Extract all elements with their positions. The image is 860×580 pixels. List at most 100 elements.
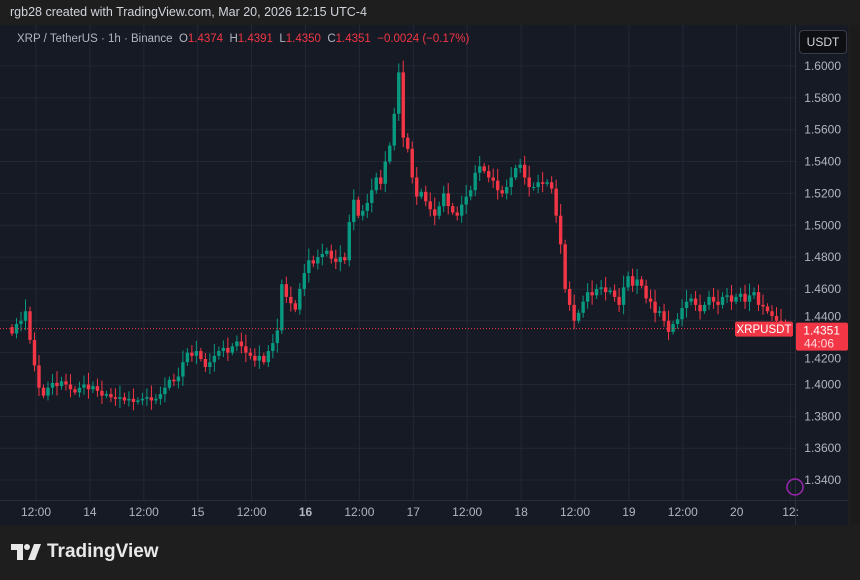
- candle-up: [325, 250, 329, 254]
- candle-up: [302, 273, 307, 289]
- x-tick-label: 12:00: [129, 505, 159, 519]
- candle-up: [374, 177, 378, 191]
- candle-down: [203, 359, 208, 367]
- x-tick-label: 17: [407, 505, 421, 519]
- candle-down: [334, 258, 338, 262]
- candle-up: [469, 190, 473, 197]
- candle-down: [415, 177, 419, 197]
- candle-down: [491, 177, 495, 181]
- candle-down: [455, 212, 459, 216]
- candle-up: [280, 284, 284, 331]
- candle-up: [608, 290, 612, 293]
- candle-down: [774, 316, 779, 321]
- candle-up: [347, 222, 351, 261]
- candle-up: [725, 295, 729, 297]
- candle-up: [702, 304, 707, 312]
- candle-up: [684, 301, 689, 309]
- candle-down: [451, 206, 455, 213]
- candle-up: [370, 190, 374, 203]
- x-tick-label: 15: [191, 505, 205, 519]
- candle-down: [540, 182, 545, 184]
- candle-up: [136, 400, 140, 403]
- candle-down: [662, 311, 666, 321]
- candle-down: [648, 298, 653, 302]
- x-tick-label: 12:00: [21, 505, 51, 519]
- candle-down: [248, 352, 253, 356]
- candle-up: [158, 394, 163, 399]
- candle-up: [307, 260, 311, 274]
- candle-down: [64, 381, 68, 385]
- candle-up: [365, 202, 369, 211]
- high-label: H: [229, 33, 238, 45]
- candle-up: [320, 253, 325, 258]
- chart-panel[interactable]: [0, 25, 848, 525]
- candle-up: [275, 330, 280, 344]
- candle-up: [464, 196, 468, 205]
- candle-up: [635, 279, 639, 286]
- y-tick-label: 1.3600: [804, 441, 841, 455]
- candle-up: [338, 257, 342, 262]
- candles: [10, 60, 792, 411]
- candle-up: [176, 376, 181, 382]
- candle-up: [437, 206, 441, 216]
- candle-down: [68, 384, 73, 390]
- candle-up: [392, 113, 396, 146]
- candle-up: [266, 351, 271, 363]
- candle-down: [86, 384, 91, 390]
- candle-up: [581, 301, 585, 313]
- candle-up: [383, 161, 387, 184]
- candle-down: [617, 296, 621, 305]
- price-tag-value: 1.4351: [803, 324, 840, 338]
- candle-down: [55, 382, 59, 387]
- candle-up: [91, 386, 95, 390]
- candle-down: [73, 389, 77, 393]
- y-tick-label: 1.4200: [804, 352, 841, 366]
- candle-up: [316, 257, 320, 264]
- candle-up: [536, 182, 540, 188]
- candle-down: [644, 285, 648, 299]
- candle-up: [707, 296, 711, 305]
- candle-up: [230, 346, 235, 353]
- candle-down: [410, 148, 414, 178]
- candle-up: [680, 308, 684, 320]
- candle-up: [167, 379, 172, 388]
- candle-down: [522, 164, 527, 178]
- candle-up: [513, 167, 518, 178]
- candle-down: [226, 347, 230, 353]
- scrollbar[interactable]: [850, 25, 860, 525]
- axes: 1.6000 1.5800 1.5600 1.5400 1.5200 1.5000 1.48…: [0, 25, 848, 525]
- symbol-info[interactable]: XRP / TetherUS · 1h · Binance: [17, 33, 173, 45]
- candle-up: [504, 187, 509, 194]
- candle-down: [729, 295, 734, 302]
- candle-up: [473, 172, 477, 191]
- candle-down: [239, 341, 244, 347]
- candle-up: [626, 276, 630, 288]
- candle-up: [145, 397, 149, 399]
- y-tick-label: 1.4400: [804, 310, 841, 324]
- candle-down: [199, 351, 203, 360]
- candle-up: [531, 187, 536, 189]
- candle-down: [433, 209, 437, 216]
- candle-down: [172, 379, 176, 382]
- candle-down: [567, 288, 572, 305]
- candle-up: [585, 292, 590, 302]
- currency-button[interactable]: USDT: [799, 30, 847, 54]
- high-value: 1.4391: [237, 33, 273, 45]
- close-value: 1.4351: [335, 33, 371, 45]
- candle-up: [621, 287, 626, 305]
- candle-down: [424, 191, 428, 202]
- logo-text: TradingView: [47, 541, 159, 562]
- candle-down: [41, 387, 46, 396]
- y-tick-label: 1.5800: [804, 91, 841, 105]
- candle-up: [127, 398, 131, 401]
- candle-up: [185, 352, 190, 363]
- candle-down: [482, 166, 486, 172]
- candle-down: [190, 352, 194, 356]
- candle-up: [594, 288, 599, 296]
- tradingview-logo[interactable]: TradingView: [11, 541, 159, 563]
- candle-up: [118, 397, 122, 399]
- y-tick-label: 1.6000: [804, 59, 841, 73]
- candle-up: [50, 382, 55, 388]
- candle-down: [379, 177, 383, 184]
